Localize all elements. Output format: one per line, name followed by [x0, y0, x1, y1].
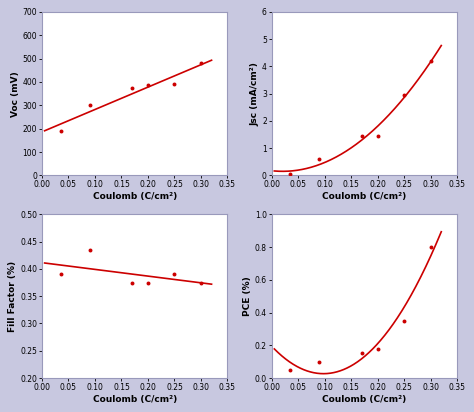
- Point: [427, 58, 435, 64]
- Point: [358, 350, 365, 357]
- Point: [128, 84, 136, 91]
- Y-axis label: Jsc (mA/cm²): Jsc (mA/cm²): [250, 62, 259, 126]
- Point: [374, 133, 382, 139]
- Point: [86, 102, 93, 109]
- Y-axis label: Voc (mV): Voc (mV): [11, 71, 20, 117]
- X-axis label: Coulomb (C/cm²): Coulomb (C/cm²): [322, 192, 407, 201]
- Point: [401, 318, 408, 324]
- Point: [286, 367, 294, 373]
- Point: [128, 279, 136, 286]
- Point: [171, 81, 178, 88]
- X-axis label: Coulomb (C/cm²): Coulomb (C/cm²): [322, 395, 407, 404]
- Point: [358, 133, 365, 139]
- Point: [401, 92, 408, 98]
- Point: [316, 156, 323, 162]
- Point: [197, 279, 205, 286]
- Point: [171, 271, 178, 278]
- Point: [316, 358, 323, 365]
- Point: [86, 246, 93, 253]
- Y-axis label: Fill Factor (%): Fill Factor (%): [9, 261, 18, 332]
- X-axis label: Coulomb (C/cm²): Coulomb (C/cm²): [92, 395, 177, 404]
- Y-axis label: PCE (%): PCE (%): [243, 276, 252, 316]
- Point: [57, 271, 64, 278]
- Point: [57, 128, 64, 134]
- Point: [374, 345, 382, 352]
- X-axis label: Coulomb (C/cm²): Coulomb (C/cm²): [92, 192, 177, 201]
- Point: [197, 60, 205, 67]
- Point: [286, 171, 294, 178]
- Point: [427, 244, 435, 250]
- Point: [144, 82, 152, 89]
- Point: [144, 279, 152, 286]
